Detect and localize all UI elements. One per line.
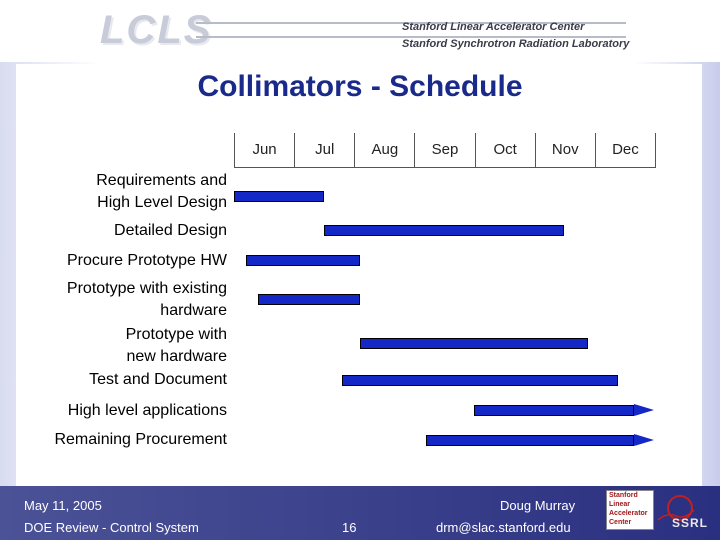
month-jul: Jul xyxy=(294,133,354,167)
lcls-logo: LCLS xyxy=(100,8,213,52)
task-label-line: Remaining Procurement xyxy=(54,431,227,448)
task-label: High level applications xyxy=(68,400,227,422)
month-nov: Nov xyxy=(534,133,595,167)
slide-panel xyxy=(16,64,702,486)
task-label-line: hardware xyxy=(160,302,227,319)
continuation-arrow-icon xyxy=(634,404,654,416)
task-label: Procure Prototype HW xyxy=(67,250,227,272)
month-header: Jun Jul Aug Sep Oct Nov Dec xyxy=(234,133,656,168)
task-label-line: Prototype with xyxy=(125,326,227,343)
org-line-1: Stanford Linear Accelerator Center xyxy=(402,21,585,33)
continuation-arrow-icon xyxy=(634,434,654,446)
task-label-line: new hardware xyxy=(126,348,228,365)
month-jun: Jun xyxy=(252,141,277,158)
task-bar xyxy=(360,338,588,349)
task-label-line: High level applications xyxy=(67,402,227,419)
footer-author: Doug Murray xyxy=(500,498,576,513)
footer-email: drm@slac.stanford.edu xyxy=(436,520,571,535)
task-label: Requirements and High Level Design xyxy=(96,170,227,214)
slac-logo-box: Stanford Linear Accelerator Center xyxy=(606,490,654,530)
ssrl-text: SSRL xyxy=(672,516,709,530)
header-rule-top xyxy=(196,22,626,24)
slac-ssrl-logo: Stanford Linear Accelerator Center SSRL xyxy=(606,490,709,536)
ssrl-ring-icon xyxy=(657,495,695,521)
page-number: 16 xyxy=(342,520,357,535)
task-bar xyxy=(474,405,634,416)
task-label-line: Prototype with existing xyxy=(66,280,227,297)
task-label: Remaining Procurement xyxy=(54,429,227,451)
task-label-line: Requirements and xyxy=(96,172,227,189)
slac-logo-line: Center xyxy=(609,519,632,526)
slac-logo-line: Accelerator xyxy=(609,510,648,517)
org-line-2: Stanford Synchrotron Radiation Laborator… xyxy=(402,38,630,50)
month-oct: Oct xyxy=(474,133,535,167)
slide-header: LCLS Stanford Linear Accelerator Center … xyxy=(0,0,720,62)
task-bar xyxy=(426,435,634,446)
task-label-line: Detailed Design xyxy=(114,222,227,239)
task-bar xyxy=(258,294,360,305)
task-label: Prototype with new hardware xyxy=(126,324,227,368)
month-dec: Dec xyxy=(594,133,655,167)
slac-logo-line: Stanford xyxy=(609,492,638,499)
task-bar xyxy=(234,191,324,202)
month-aug: Aug xyxy=(354,133,414,167)
task-bar xyxy=(342,375,618,386)
footer-date: May 11, 2005 xyxy=(24,498,102,513)
task-label-line: Test and Document xyxy=(89,371,227,388)
task-bar xyxy=(324,225,564,236)
slac-logo-line: Linear xyxy=(609,501,631,508)
slide-footer: May 11, 2005 DOE Review - Control System… xyxy=(0,486,720,540)
month-sep: Sep xyxy=(414,133,474,167)
task-label: Detailed Design xyxy=(114,220,227,242)
task-label-line: Procure Prototype HW xyxy=(66,252,227,269)
task-label: Prototype with existing hardware xyxy=(67,278,227,322)
task-bar xyxy=(246,255,360,266)
footer-event: DOE Review - Control System xyxy=(24,520,199,535)
header-rule-mid xyxy=(196,36,626,38)
task-label: Test and Document xyxy=(89,369,227,391)
task-label-line: High Level Design xyxy=(97,194,227,211)
slide-title: Collimators - Schedule xyxy=(197,70,523,103)
